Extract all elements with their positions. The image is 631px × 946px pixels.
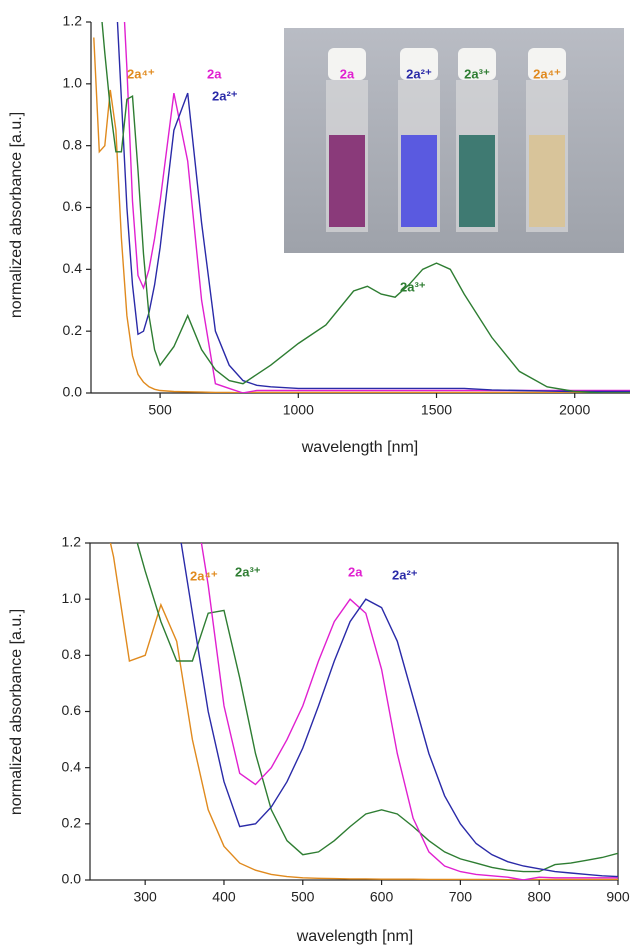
curve-label: 2a⁴⁺	[127, 66, 155, 81]
y-tick-label: 0.6	[62, 702, 82, 718]
x-tick-label: 800	[528, 889, 552, 905]
x-tick-label: 600	[370, 889, 394, 905]
spectrum-line	[93, 37, 630, 393]
inset-label: 2a	[340, 66, 355, 81]
x-axis-title: wavelength [nm]	[301, 439, 419, 456]
y-tick-label: 0.4	[62, 758, 82, 774]
spectrum-line	[136, 543, 618, 873]
spectrum-line	[180, 543, 618, 878]
y-tick-label: 0.0	[62, 871, 82, 887]
x-tick-label: 300	[133, 889, 157, 905]
inset-label: 2a³⁺	[464, 66, 490, 81]
curve-label: 2a³⁺	[235, 564, 261, 579]
cuvettes	[326, 48, 568, 232]
y-tick-label: 0.8	[62, 646, 82, 662]
spectrum-line	[109, 543, 618, 880]
x-tick-label: 1500	[421, 402, 452, 418]
inset-photo	[284, 28, 624, 253]
curves	[93, 22, 630, 393]
x-tick-label: 500	[148, 402, 172, 418]
y-tick-label: 1.2	[63, 13, 83, 29]
plot-frame	[89, 542, 619, 881]
curves	[109, 543, 618, 880]
x-tick-label: 900	[606, 889, 630, 905]
curve-label: 2a	[348, 564, 363, 579]
inset-label: 2a⁴⁺	[533, 66, 561, 81]
curve-label: 2a²⁺	[392, 567, 418, 582]
curve-label: 2a²⁺	[212, 88, 238, 103]
y-tick-label: 1.0	[63, 75, 83, 91]
y-axis-title: normalized absorbance [a.u.]	[8, 609, 25, 815]
spectrum-line	[116, 22, 630, 393]
y-tick-label: 0.4	[63, 260, 83, 276]
y-tick-label: 0.8	[63, 136, 83, 152]
y-tick-label: 0.0	[63, 384, 83, 400]
x-tick-label: 400	[212, 889, 236, 905]
x-tick-label: 500	[291, 889, 315, 905]
x-tick-label: 700	[449, 889, 473, 905]
y-tick-label: 0.6	[63, 198, 83, 214]
curve-label: 2a	[207, 66, 222, 81]
spectrum-line	[200, 543, 618, 880]
y-tick-label: 1.0	[62, 590, 82, 606]
curve-label: 2a⁴⁺	[190, 568, 218, 583]
inset-label: 2a²⁺	[406, 66, 432, 81]
y-axis-title: normalized absorbance [a.u.]	[8, 112, 25, 318]
curve-label: 2a³⁺	[400, 279, 426, 294]
y-tick-label: 1.2	[62, 534, 82, 550]
y-tick-label: 0.2	[63, 322, 83, 338]
spectrum-line	[123, 22, 630, 393]
x-tick-label: 1000	[283, 402, 314, 418]
x-axis-title: wavelength [nm]	[296, 928, 414, 945]
spectrum-line	[101, 22, 630, 393]
x-tick-label: 2000	[559, 402, 590, 418]
y-tick-label: 0.2	[62, 815, 82, 831]
